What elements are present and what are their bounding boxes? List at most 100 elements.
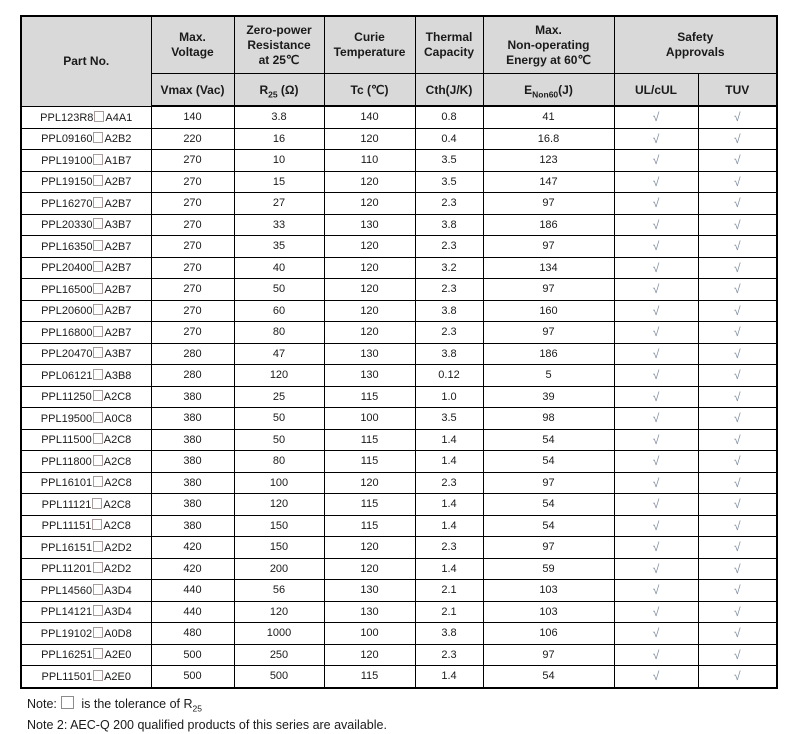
- unit-header-tc: Tc (℃): [324, 74, 415, 107]
- vmax-cell: 480: [151, 623, 234, 645]
- part-no-suffix: A2D2: [104, 542, 132, 554]
- part-no-suffix: A2B7: [104, 241, 131, 253]
- part-no-prefix: PPL19102: [41, 628, 92, 640]
- part-no-suffix: A2B7: [104, 198, 131, 210]
- tuv-cell: √: [698, 343, 777, 365]
- tuv-cell: √: [698, 300, 777, 322]
- vmax-cell: 280: [151, 343, 234, 365]
- part-no-prefix: PPL16101: [41, 477, 92, 489]
- tc-cell: 115: [324, 666, 415, 688]
- enon60-cell: 97: [483, 322, 614, 344]
- part-no-suffix: A3B8: [104, 370, 131, 382]
- part-no-prefix: PPL11151: [42, 520, 92, 532]
- r25-cell: 56: [234, 580, 324, 602]
- part-no-cell: PPL19102 A0D8: [21, 623, 151, 645]
- note-1-subscript: 25: [193, 703, 202, 713]
- enon60-cell: 186: [483, 214, 614, 236]
- tolerance-box-icon: [93, 541, 103, 552]
- tolerance-box-icon: [93, 390, 103, 401]
- unit-header-enon60: ENon60(J): [483, 74, 614, 107]
- cth-cell: 2.3: [415, 279, 483, 301]
- tc-cell: 130: [324, 343, 415, 365]
- r25-cell: 250: [234, 644, 324, 666]
- tuv-cell: √: [698, 193, 777, 215]
- part-no-suffix: A3B7: [104, 348, 131, 360]
- tolerance-box-icon: [93, 433, 103, 444]
- tuv-cell: √: [698, 429, 777, 451]
- part-no-suffix: A2C8: [104, 434, 132, 446]
- cth-cell: 1.4: [415, 515, 483, 537]
- tolerance-box-icon: [93, 326, 103, 337]
- ul-cul-cell: √: [614, 214, 698, 236]
- part-no-prefix: PPL11501: [42, 671, 93, 683]
- note-1: Note: is the tolerance of R25: [27, 696, 791, 713]
- ul-cul-cell: √: [614, 171, 698, 193]
- enon60-cell: 97: [483, 472, 614, 494]
- tc-cell: 120: [324, 644, 415, 666]
- tolerance-box-icon: [93, 347, 103, 358]
- vmax-cell: 440: [151, 601, 234, 623]
- tolerance-box-icon: [93, 605, 103, 616]
- note-1-prefix: Note:: [27, 697, 57, 711]
- cth-cell: 3.8: [415, 343, 483, 365]
- tolerance-box-icon: [93, 240, 103, 251]
- vmax-cell: 380: [151, 494, 234, 516]
- vmax-cell: 270: [151, 322, 234, 344]
- r25-cell: 60: [234, 300, 324, 322]
- part-no-suffix: A3D4: [104, 606, 132, 618]
- enon60-cell: 97: [483, 279, 614, 301]
- tc-cell: 115: [324, 451, 415, 473]
- part-no-prefix: PPL11121: [42, 499, 92, 511]
- part-no-suffix: A2C8: [104, 456, 132, 468]
- tolerance-box-icon: [92, 519, 102, 530]
- tc-cell: 120: [324, 193, 415, 215]
- tuv-cell: √: [698, 451, 777, 473]
- r25-cell: 3.8: [234, 106, 324, 128]
- tuv-cell: √: [698, 386, 777, 408]
- col-header-part-no: Part No.: [21, 16, 151, 106]
- vmax-cell: 420: [151, 537, 234, 559]
- r25-cell: 150: [234, 537, 324, 559]
- ul-cul-cell: √: [614, 279, 698, 301]
- enon60-cell: 97: [483, 537, 614, 559]
- part-no-suffix: A4A1: [105, 112, 132, 124]
- part-no-suffix: A0D8: [104, 628, 132, 640]
- part-no-prefix: PPL20400: [41, 262, 92, 274]
- tolerance-box-icon: [93, 584, 103, 595]
- vmax-cell: 440: [151, 580, 234, 602]
- col-header-thermal-capacity: Thermal Capacity: [415, 16, 483, 74]
- part-no-prefix: PPL16270: [41, 198, 92, 210]
- part-no-suffix: A2C8: [104, 477, 132, 489]
- r25-cell: 100: [234, 472, 324, 494]
- r25-cell: 40: [234, 257, 324, 279]
- enon60-cell: 54: [483, 494, 614, 516]
- part-no-suffix: A3D4: [104, 585, 132, 597]
- ul-cul-cell: √: [614, 365, 698, 387]
- part-no-prefix: PPL14121: [41, 606, 92, 618]
- cth-cell: 1.4: [415, 666, 483, 688]
- part-no-prefix: PPL11800: [41, 456, 92, 468]
- part-no-suffix: A2B7: [104, 262, 131, 274]
- vmax-cell: 380: [151, 386, 234, 408]
- part-no-cell: PPL16270 A2B7: [21, 193, 151, 215]
- r25-cell: 150: [234, 515, 324, 537]
- cth-cell: 3.8: [415, 214, 483, 236]
- enon60-cell: 54: [483, 429, 614, 451]
- tolerance-box-icon: [93, 455, 103, 466]
- col-header-max-voltage: Max. Voltage: [151, 16, 234, 74]
- enon60-cell: 54: [483, 451, 614, 473]
- vmax-cell: 270: [151, 214, 234, 236]
